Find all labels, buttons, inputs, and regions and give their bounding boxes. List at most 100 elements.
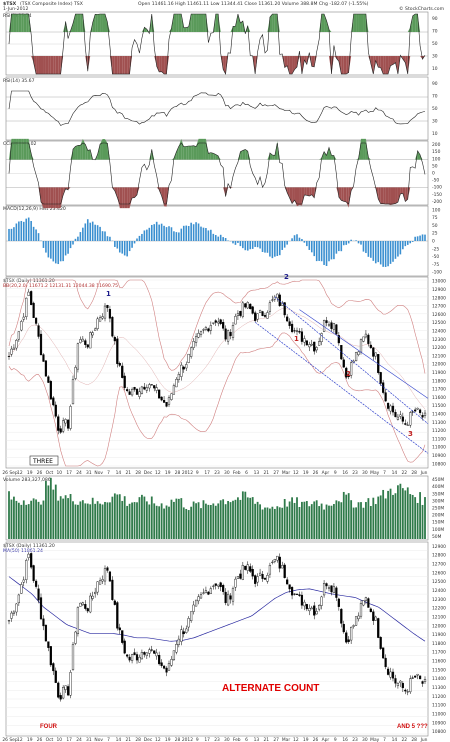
macd-bar: [202, 227, 205, 241]
lower-date-label: 13: [254, 737, 260, 742]
volume-bar: [13, 496, 15, 539]
price2-candle: [128, 656, 131, 661]
price-candle: [37, 325, 40, 337]
rsi-oversold-fill: [341, 56, 344, 74]
rsi-overbought-fill: [77, 14, 81, 32]
price2-candle: [162, 665, 166, 669]
macd-bar: [298, 237, 301, 241]
macd-bar: [249, 241, 252, 250]
price-candle: [17, 331, 20, 340]
rsi-oversold-fill: [161, 56, 165, 74]
price2-candle: [177, 638, 180, 645]
cci-overbought-fill: [319, 157, 322, 160]
rsi-oversold-fill: [117, 56, 120, 74]
price-candle: [357, 351, 360, 355]
cci-oversold-fill: [306, 187, 310, 197]
price2-candle: [276, 555, 279, 561]
volume-bar: [128, 503, 131, 539]
price2-candle: [27, 553, 30, 558]
price2-candle: [32, 565, 35, 581]
price-candle: [94, 328, 97, 331]
lower-date-label: Dec: [144, 737, 153, 742]
price-candle: [54, 404, 57, 417]
cci-oversold-fill: [343, 187, 347, 202]
price2-candle: [347, 639, 350, 642]
price2-candle: [57, 682, 60, 698]
macd-bar: [82, 227, 84, 241]
price-candle: [194, 336, 198, 343]
rsi-overbought-fill: [233, 26, 236, 32]
wave-1-label: 1: [106, 290, 111, 298]
price-candle: [52, 397, 55, 406]
price2-tick: 12500: [432, 579, 446, 585]
macd-bar: [197, 223, 200, 241]
cci-overbought-fill: [87, 149, 91, 160]
volume-bar: [20, 504, 23, 539]
price2-candle: [389, 671, 392, 678]
rsi-overbought-fill: [146, 29, 150, 32]
lower-date-label: 9: [334, 737, 337, 742]
price2-candle: [155, 652, 158, 657]
price2-candle: [190, 611, 193, 622]
price2-candle: [359, 603, 363, 617]
macd-bar: [217, 236, 220, 241]
price-candle: [310, 343, 313, 346]
price-tick: 11200: [432, 428, 446, 434]
price2-candle: [273, 559, 276, 562]
cci-oversold-fill: [225, 187, 229, 197]
volume-bar: [387, 490, 389, 539]
rsi-overbought-fill: [13, 14, 17, 32]
cci-oversold-fill: [292, 187, 295, 204]
channel-lower: [254, 321, 429, 454]
price-candle: [153, 385, 156, 389]
price2-candle: [91, 595, 94, 599]
cci-oversold-fill: [45, 187, 49, 209]
price-candle: [101, 316, 104, 319]
price2-tick: 12300: [432, 597, 446, 603]
cci-overbought-fill: [9, 138, 12, 160]
volume-tick: 150M: [432, 520, 444, 526]
volume-bar: [330, 505, 333, 539]
volume-bar: [81, 500, 84, 539]
price2-candle: [30, 553, 33, 568]
price-tick: 11600: [432, 395, 446, 401]
macd-bar: [239, 241, 242, 247]
price2-candle: [286, 579, 289, 585]
volume-bar: [170, 499, 173, 539]
macd-bar: [153, 224, 156, 241]
price-tick: 11700: [432, 387, 446, 393]
price2-candle: [71, 644, 75, 670]
panel-frames: [5, 11, 429, 737]
volume-bar: [416, 502, 419, 539]
macd-bar: [355, 240, 357, 241]
volume-bar: [219, 500, 222, 539]
price-candle: [332, 323, 336, 330]
cci-tick: 150: [432, 149, 441, 155]
upper-date-label: May: [370, 470, 379, 476]
and-5-label: AND 5 ???: [397, 724, 428, 730]
lower-date-label: 12: [155, 737, 161, 742]
macd-bar: [27, 217, 30, 241]
volume-bar: [113, 493, 116, 539]
volume-bar: [401, 488, 404, 539]
macd-bar: [178, 232, 180, 241]
price-tick: 11900: [432, 370, 446, 376]
volume-bar: [131, 502, 133, 539]
price2-candle: [406, 691, 409, 693]
volume-bar: [256, 501, 259, 539]
upper-date-label: 7: [107, 470, 110, 476]
macd-bar: [392, 241, 394, 262]
cci-oversold-fill: [68, 187, 71, 190]
macd-tick: 25: [432, 231, 438, 237]
volume-bar: [111, 496, 114, 539]
rsi-overbought-fill: [353, 14, 357, 32]
volume-bar: [404, 490, 407, 539]
price-tick: 12000: [432, 362, 446, 368]
macd-bar: [303, 241, 306, 243]
price-candle: [374, 352, 377, 357]
price2-candle: [251, 569, 254, 577]
price2-candle: [258, 572, 262, 576]
rsi-tick: 90: [432, 16, 438, 22]
lower-date-label: 21: [263, 737, 269, 742]
macd-bar: [404, 241, 407, 247]
